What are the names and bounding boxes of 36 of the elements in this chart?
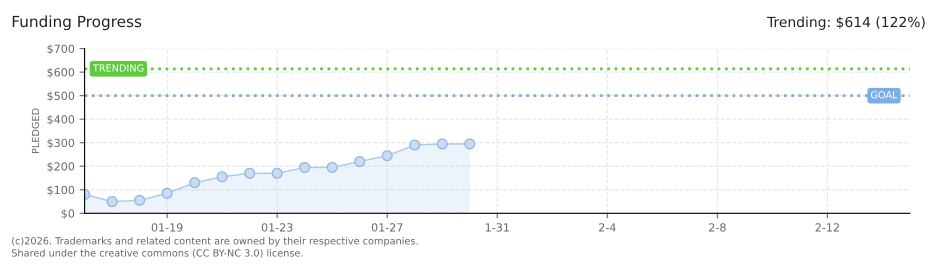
x-tick-label: 2-8	[709, 223, 726, 232]
text: Shared under the creative commons (CC BY-NC 3.0) license.	[12, 249, 302, 258]
y-tick-label: $100	[48, 186, 74, 196]
x-tick-label: 2-4	[599, 223, 616, 232]
point	[244, 168, 256, 179]
text: (c)2026. Trademarks and related content are owned by their respective companies.	[12, 236, 418, 246]
y-tick-label: $500	[48, 91, 74, 102]
y-tick-label: $600	[48, 68, 74, 78]
x-tick-label: 01-19	[152, 223, 182, 232]
x-tick-label: 1-31	[486, 223, 509, 232]
y-axis-title: PLEDGED	[32, 108, 40, 154]
point	[326, 162, 338, 173]
point	[272, 168, 283, 179]
y-tick-label: $400	[48, 114, 74, 126]
x-tick-label: 2-12	[816, 223, 839, 232]
y-tick-label: $300	[48, 138, 74, 149]
point	[464, 138, 476, 150]
x-tick-label: 01-27	[372, 223, 402, 232]
point	[216, 171, 228, 182]
ref-line-label: GOAL	[871, 91, 898, 98]
point	[299, 162, 310, 173]
chart-subtitle: Trending: $614 (122%)	[766, 16, 925, 30]
point	[436, 138, 448, 150]
ref-line-label: TRENDING	[92, 64, 144, 72]
x-tick-label: 01-23	[262, 223, 292, 232]
point	[162, 188, 173, 199]
y-tick-label: $0	[62, 209, 74, 220]
y-tick-label: $700	[48, 44, 74, 54]
chart-title: Funding Progress	[12, 15, 142, 30]
point	[134, 194, 146, 206]
point	[354, 156, 366, 168]
point	[189, 177, 200, 188]
point	[409, 140, 420, 151]
y-tick-label: $200	[48, 162, 74, 172]
point	[382, 150, 393, 162]
point	[106, 196, 118, 208]
